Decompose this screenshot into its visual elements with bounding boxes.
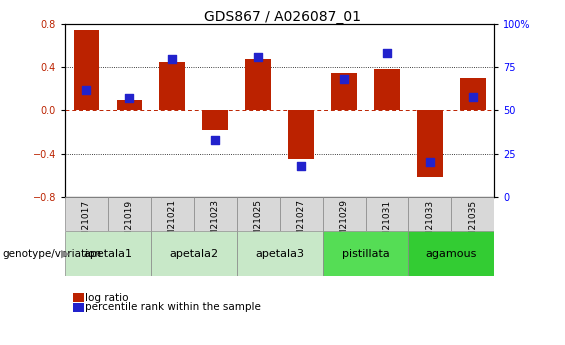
Text: apetala1: apetala1: [84, 249, 132, 258]
Point: [340, 77, 349, 82]
Bar: [108, 197, 151, 231]
Text: GSM21033: GSM21033: [425, 199, 434, 248]
Bar: [73, 30, 99, 110]
Bar: [408, 231, 494, 276]
Point: [383, 51, 392, 56]
Point: [125, 96, 134, 101]
Bar: [237, 197, 280, 231]
Bar: [408, 197, 451, 231]
Point: [425, 159, 434, 165]
Bar: [65, 197, 108, 231]
Text: pistillata: pistillata: [342, 249, 389, 258]
Bar: [237, 231, 323, 276]
Text: GDS867 / A026087_01: GDS867 / A026087_01: [204, 10, 361, 24]
Bar: [151, 231, 237, 276]
Point: [254, 54, 263, 60]
Text: genotype/variation: genotype/variation: [3, 249, 102, 258]
Text: apetala3: apetala3: [255, 249, 304, 258]
Point: [82, 87, 91, 92]
Bar: [323, 231, 408, 276]
Bar: [202, 110, 228, 130]
Bar: [280, 197, 323, 231]
Text: GSM21025: GSM21025: [254, 199, 263, 248]
Bar: [323, 197, 366, 231]
Bar: [194, 197, 237, 231]
Bar: [460, 78, 486, 110]
Text: agamous: agamous: [426, 249, 477, 258]
Point: [168, 56, 177, 61]
Bar: [366, 197, 408, 231]
Bar: [65, 231, 151, 276]
Bar: [417, 110, 443, 177]
Bar: [159, 62, 185, 110]
Text: GSM21031: GSM21031: [383, 199, 392, 248]
Text: GSM21021: GSM21021: [168, 199, 177, 248]
Bar: [116, 100, 142, 110]
Bar: [331, 73, 357, 110]
Point: [211, 137, 220, 142]
Bar: [288, 110, 314, 159]
Text: GSM21017: GSM21017: [82, 199, 91, 248]
Bar: [245, 59, 271, 110]
Text: GSM21019: GSM21019: [125, 199, 134, 248]
Text: GSM21035: GSM21035: [468, 199, 477, 248]
Point: [297, 163, 306, 168]
Bar: [451, 197, 494, 231]
Text: GSM21029: GSM21029: [340, 199, 349, 248]
Text: apetala2: apetala2: [170, 249, 218, 258]
Text: log ratio: log ratio: [85, 293, 129, 303]
Text: GSM21027: GSM21027: [297, 199, 306, 248]
Text: ▶: ▶: [61, 249, 69, 258]
Bar: [151, 197, 194, 231]
Bar: [374, 69, 400, 110]
Text: percentile rank within the sample: percentile rank within the sample: [85, 303, 261, 312]
Point: [468, 94, 477, 99]
Text: GSM21023: GSM21023: [211, 199, 220, 248]
